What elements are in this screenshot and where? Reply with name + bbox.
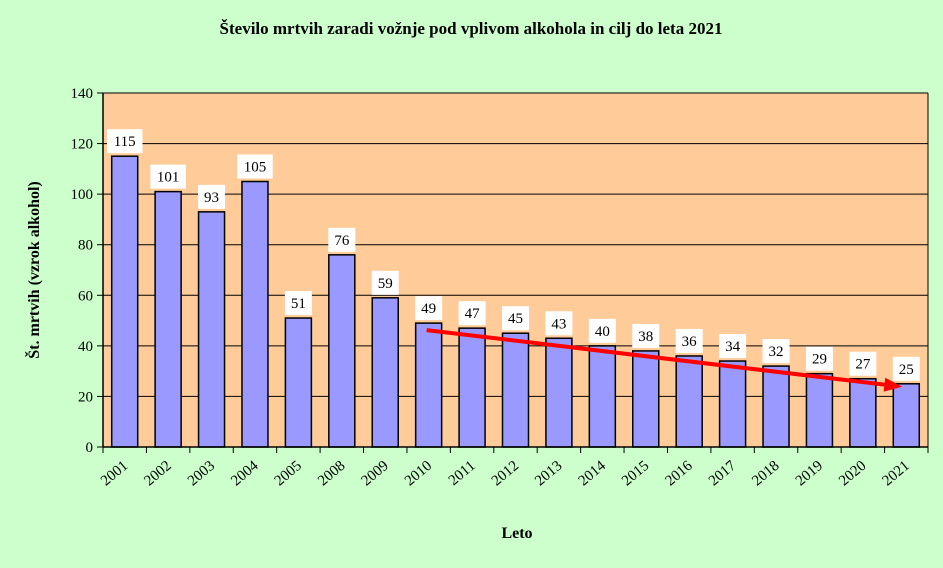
data-label-box bbox=[328, 227, 356, 252]
data-label-box bbox=[371, 270, 399, 295]
y-ticks: 0 20 40 60 80 100 120 140 bbox=[71, 86, 103, 456]
data-label: 27 bbox=[855, 357, 871, 373]
x-tick-label: 2010 bbox=[402, 458, 435, 490]
data-label-box bbox=[675, 328, 703, 353]
y-axis-title: Št. mrtvih (vzrok alkohol) bbox=[24, 181, 43, 358]
x-axis-title: Leto bbox=[501, 525, 532, 542]
x-tick-label: 2019 bbox=[793, 458, 826, 490]
bar bbox=[501, 332, 530, 448]
x-tick-label: 2014 bbox=[576, 457, 610, 489]
data-label-box bbox=[458, 301, 486, 326]
bar bbox=[241, 180, 269, 448]
bar bbox=[588, 345, 617, 448]
data-label-box bbox=[237, 154, 273, 179]
data-label-box bbox=[892, 356, 920, 381]
trend-arrow-head bbox=[883, 377, 903, 392]
data-label: 34 bbox=[725, 339, 741, 355]
data-label: 43 bbox=[551, 316, 566, 332]
bar bbox=[414, 322, 443, 448]
x-tick-label: 2021 bbox=[880, 458, 913, 490]
data-label: 93 bbox=[204, 190, 219, 206]
x-tick-label: 2005 bbox=[272, 458, 305, 490]
x-tick-label: 2020 bbox=[836, 458, 869, 490]
bar bbox=[284, 317, 313, 448]
data-label-box bbox=[284, 291, 312, 316]
data-label: 29 bbox=[812, 352, 827, 368]
x-tick-label: 2013 bbox=[532, 458, 565, 490]
x-tick-label: 2008 bbox=[315, 458, 348, 490]
x-ticks: 2001 2002 2003 2004 2005 2008 2009 2010 2011 2012… bbox=[98, 447, 929, 490]
trend-arrow-line bbox=[426, 328, 885, 387]
data-label: 47 bbox=[465, 306, 481, 322]
y-tick-label: 100 bbox=[71, 187, 94, 203]
data-label-box bbox=[415, 296, 443, 321]
bar bbox=[371, 297, 399, 448]
bar bbox=[154, 190, 182, 448]
bar bbox=[675, 355, 703, 448]
data-label-box bbox=[632, 323, 660, 348]
data-label: 45 bbox=[508, 311, 523, 327]
data-label-box bbox=[805, 346, 833, 371]
data-labels: 115 101 93 105 51 76 59 49 47 45 43 40 38 36 34 32 29 27 2… bbox=[106, 129, 920, 381]
x-tick-label: 2016 bbox=[662, 457, 696, 489]
y-tick-label: 40 bbox=[78, 339, 93, 355]
data-label-box bbox=[198, 184, 226, 209]
data-label-box bbox=[502, 306, 529, 331]
trend-layer bbox=[426, 328, 903, 392]
x-tick-label: 2009 bbox=[359, 458, 392, 490]
data-label: 36 bbox=[682, 334, 698, 350]
x-tick-label: 2012 bbox=[489, 458, 522, 490]
y-tick-label: 20 bbox=[78, 389, 93, 405]
data-label: 40 bbox=[595, 324, 610, 340]
data-label-box bbox=[719, 334, 747, 359]
data-label: 115 bbox=[114, 134, 136, 150]
y-tick-label: 0 bbox=[86, 440, 94, 456]
y-tick-label: 140 bbox=[71, 86, 94, 102]
x-tick-label: 2002 bbox=[141, 458, 174, 490]
data-label: 49 bbox=[421, 301, 436, 317]
bar bbox=[110, 155, 139, 448]
data-label-box bbox=[545, 311, 573, 336]
bar bbox=[718, 360, 747, 448]
bar bbox=[632, 350, 660, 448]
data-label-box bbox=[762, 339, 790, 364]
data-label: 105 bbox=[244, 160, 267, 176]
data-label-box bbox=[588, 318, 616, 343]
data-label-box bbox=[849, 351, 877, 376]
bar bbox=[892, 383, 921, 448]
data-label: 51 bbox=[291, 296, 306, 312]
x-tick-label: 2004 bbox=[228, 457, 262, 489]
data-label-box bbox=[150, 164, 186, 189]
bar bbox=[328, 254, 356, 448]
bar bbox=[458, 327, 486, 448]
y-tick-label: 60 bbox=[78, 288, 93, 304]
data-label: 38 bbox=[638, 329, 653, 345]
x-tick-label: 2001 bbox=[98, 458, 131, 490]
data-label: 76 bbox=[334, 233, 350, 249]
x-tick-label: 2015 bbox=[619, 458, 652, 490]
y-tick-label: 80 bbox=[78, 238, 93, 254]
bar bbox=[197, 211, 226, 448]
data-label: 101 bbox=[157, 170, 180, 186]
bar bbox=[849, 377, 877, 448]
data-label: 25 bbox=[899, 362, 914, 378]
bar bbox=[545, 337, 573, 448]
axes bbox=[102, 92, 929, 448]
x-tick-label: 2017 bbox=[706, 457, 740, 489]
data-label: 32 bbox=[769, 344, 784, 360]
x-tick-label: 2018 bbox=[749, 458, 782, 490]
x-tick-label: 2011 bbox=[446, 458, 479, 489]
data-label: 59 bbox=[378, 276, 393, 292]
chart-title: Število mrtvih zaradi vožnje pod vplivom… bbox=[220, 19, 723, 38]
y-tick-label: 120 bbox=[71, 137, 94, 153]
bar bbox=[762, 365, 790, 448]
x-tick-label: 2003 bbox=[185, 458, 218, 490]
data-label-box bbox=[106, 129, 143, 154]
bar bbox=[805, 372, 834, 448]
